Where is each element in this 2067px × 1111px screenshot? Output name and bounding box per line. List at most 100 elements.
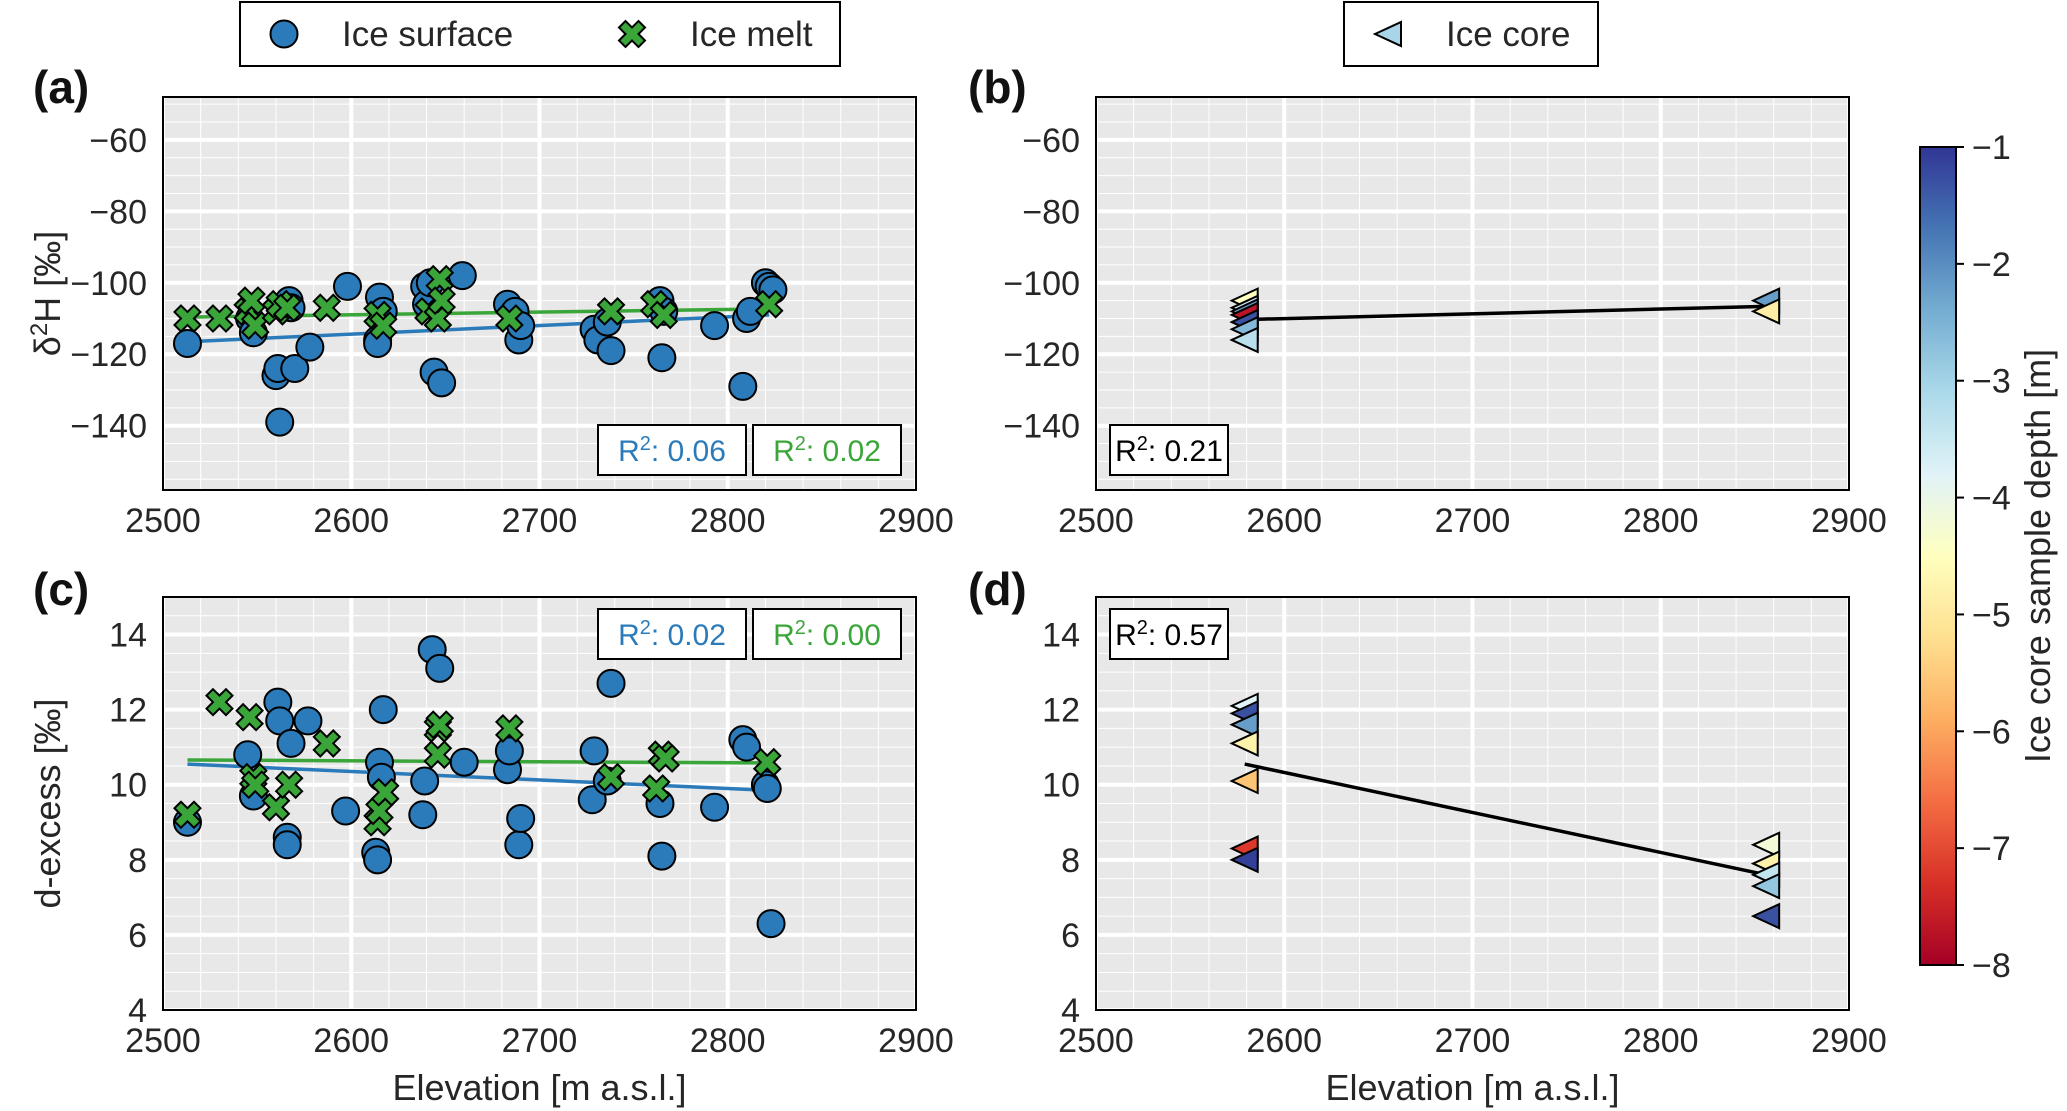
ice-melt-point bbox=[173, 304, 202, 333]
x-tick-label: 2900 bbox=[1811, 502, 1887, 540]
x-tick-label: 2800 bbox=[690, 1022, 766, 1060]
ice-melt-point bbox=[370, 777, 400, 807]
r-squared-box: R2: 0.57 bbox=[1109, 608, 1229, 660]
legend-left: Ice surface Ice melt bbox=[239, 1, 841, 67]
x-tick-label: 2900 bbox=[878, 1022, 954, 1060]
r-squared-prefix: R bbox=[1115, 435, 1137, 468]
ice-surface-point bbox=[272, 830, 302, 860]
y-tick-label: 8 bbox=[128, 842, 147, 880]
ice-melt-point bbox=[272, 293, 302, 323]
y-tick-label: −80 bbox=[1022, 193, 1080, 231]
ice-surface-point bbox=[756, 909, 786, 939]
ice-melt-point bbox=[494, 713, 524, 743]
colorbar: −1 −2 −3 −4 −5 −6 −7 −8 Ice core sample depth [m… bbox=[1919, 129, 2058, 985]
ice-surface-point bbox=[331, 796, 361, 826]
ice-surface-point bbox=[700, 792, 730, 822]
r-squared-box: R2: 0.21 bbox=[1109, 424, 1229, 476]
x-tick-label: 2700 bbox=[1435, 1022, 1511, 1060]
r-squared-frame bbox=[1109, 424, 1229, 476]
ice-melt-point bbox=[425, 264, 455, 294]
legend-ice-surface-marker bbox=[269, 19, 299, 49]
x-tick-label: 2700 bbox=[502, 1022, 578, 1060]
ice-core-point bbox=[1750, 831, 1781, 859]
ice-surface-point bbox=[363, 845, 393, 875]
colorbar-tick-label: −2 bbox=[1972, 246, 2011, 284]
axes-frame bbox=[1095, 596, 1850, 1011]
ice-melt-point bbox=[596, 296, 626, 326]
ice-melt-point bbox=[173, 800, 202, 830]
x-axis-label: Elevation [m a.s.l.] bbox=[392, 1067, 686, 1108]
r-squared-sup: 2 bbox=[795, 433, 806, 455]
ice-melt-point bbox=[274, 770, 304, 800]
r-squared-frame bbox=[752, 608, 902, 660]
legends: Ice surface Ice melt Ice core bbox=[239, 1, 1599, 67]
y-tick-label: −120 bbox=[70, 336, 147, 374]
r-squared-frame bbox=[752, 424, 902, 476]
y-tick-label: 4 bbox=[1061, 992, 1080, 1030]
r-squared-label: R2: 0.02 bbox=[773, 433, 881, 468]
r-squared-prefix: R bbox=[618, 619, 640, 652]
y-tick-label: 6 bbox=[1061, 917, 1080, 955]
r-squared-prefix: R bbox=[773, 619, 795, 652]
r-squared-box: R2: 0.02 bbox=[597, 608, 747, 660]
y-tick-label: −80 bbox=[89, 193, 147, 231]
ice-surface-point bbox=[276, 728, 306, 758]
ice-surface-point bbox=[368, 695, 398, 725]
ice-surface-point bbox=[752, 773, 782, 803]
y-tick-label: −100 bbox=[1003, 265, 1080, 303]
r-squared-value: : 0.06 bbox=[651, 435, 726, 468]
x-axis-label: Elevation [m a.s.l.] bbox=[1325, 1067, 1619, 1108]
y-axis-label-rest: H [‰] bbox=[27, 231, 68, 323]
r-squared-prefix: R bbox=[773, 435, 795, 468]
r-squared-value: : 0.00 bbox=[806, 619, 881, 652]
ice-surface-point bbox=[728, 371, 758, 401]
colorbar-tick-label: −3 bbox=[1972, 363, 2011, 401]
x-tick-label: 2900 bbox=[878, 502, 954, 540]
colorbar-gradient bbox=[1919, 146, 1957, 966]
data-points bbox=[1229, 287, 1781, 354]
r-squared-sup: 2 bbox=[1137, 433, 1148, 455]
ice-melt-point bbox=[312, 293, 342, 323]
x-tick-label: 2700 bbox=[502, 502, 578, 540]
y-tick-label: 12 bbox=[109, 692, 147, 730]
ice-melt-point bbox=[425, 710, 455, 740]
ice-surface-point bbox=[596, 668, 626, 698]
colorbar-tick-label: −4 bbox=[1972, 480, 2011, 518]
ice-melt-point bbox=[368, 311, 398, 341]
ice-melt-point bbox=[312, 729, 342, 758]
ice-melt-point bbox=[651, 744, 681, 773]
ice-surface-point bbox=[449, 747, 479, 777]
ice-core-point bbox=[1750, 297, 1781, 325]
x-tick-label: 2500 bbox=[1058, 1022, 1134, 1060]
colorbar-label: Ice core sample depth [m] bbox=[2017, 349, 2058, 763]
ice-surface-point bbox=[494, 736, 524, 766]
y-tick-label: 14 bbox=[1042, 617, 1080, 655]
r-squared-box: R2: 0.06 bbox=[597, 424, 747, 476]
panel-label: (b) bbox=[968, 61, 1027, 113]
axes-frame bbox=[1095, 96, 1850, 491]
ice-surface-point bbox=[293, 706, 323, 736]
ice-melt-point bbox=[240, 770, 270, 800]
panels: 2500 2600 2700 2800 2900−140−120−100−80−60(a… bbox=[26, 61, 1887, 1108]
y-tick-label: 14 bbox=[109, 617, 147, 655]
r-squared-label: R2: 0.06 bbox=[618, 433, 726, 468]
ice-melt-point bbox=[240, 311, 270, 341]
colorbar-tick-label: −8 bbox=[1972, 947, 2011, 985]
colorbar-tick-label: −5 bbox=[1972, 596, 2011, 634]
ice-core-point bbox=[1229, 729, 1259, 757]
ice-core-point bbox=[1750, 902, 1781, 930]
panel-d: 2500 2600 2700 2800 2900 4 6 8 10 12 14 (d) Elevatio… bbox=[968, 563, 1887, 1108]
y-tick-label: −140 bbox=[70, 408, 147, 446]
r-squared-label: R2: 0.00 bbox=[773, 617, 881, 652]
x-tick-label: 2800 bbox=[1623, 502, 1699, 540]
r-squared-sup: 2 bbox=[1137, 617, 1148, 639]
r-squared-sup: 2 bbox=[795, 617, 806, 639]
x-tick-label: 2600 bbox=[1246, 502, 1322, 540]
ice-surface-point bbox=[647, 343, 677, 373]
x-tick-label: 2800 bbox=[1623, 1022, 1699, 1060]
panel-a: 2500 2600 2700 2800 2900 −140 −120 −100 −80 −60(a… bbox=[26, 61, 954, 540]
x-tick-label: 2500 bbox=[1058, 502, 1134, 540]
ice-surface-point bbox=[579, 736, 609, 766]
x-tick-label: 2700 bbox=[1435, 502, 1511, 540]
